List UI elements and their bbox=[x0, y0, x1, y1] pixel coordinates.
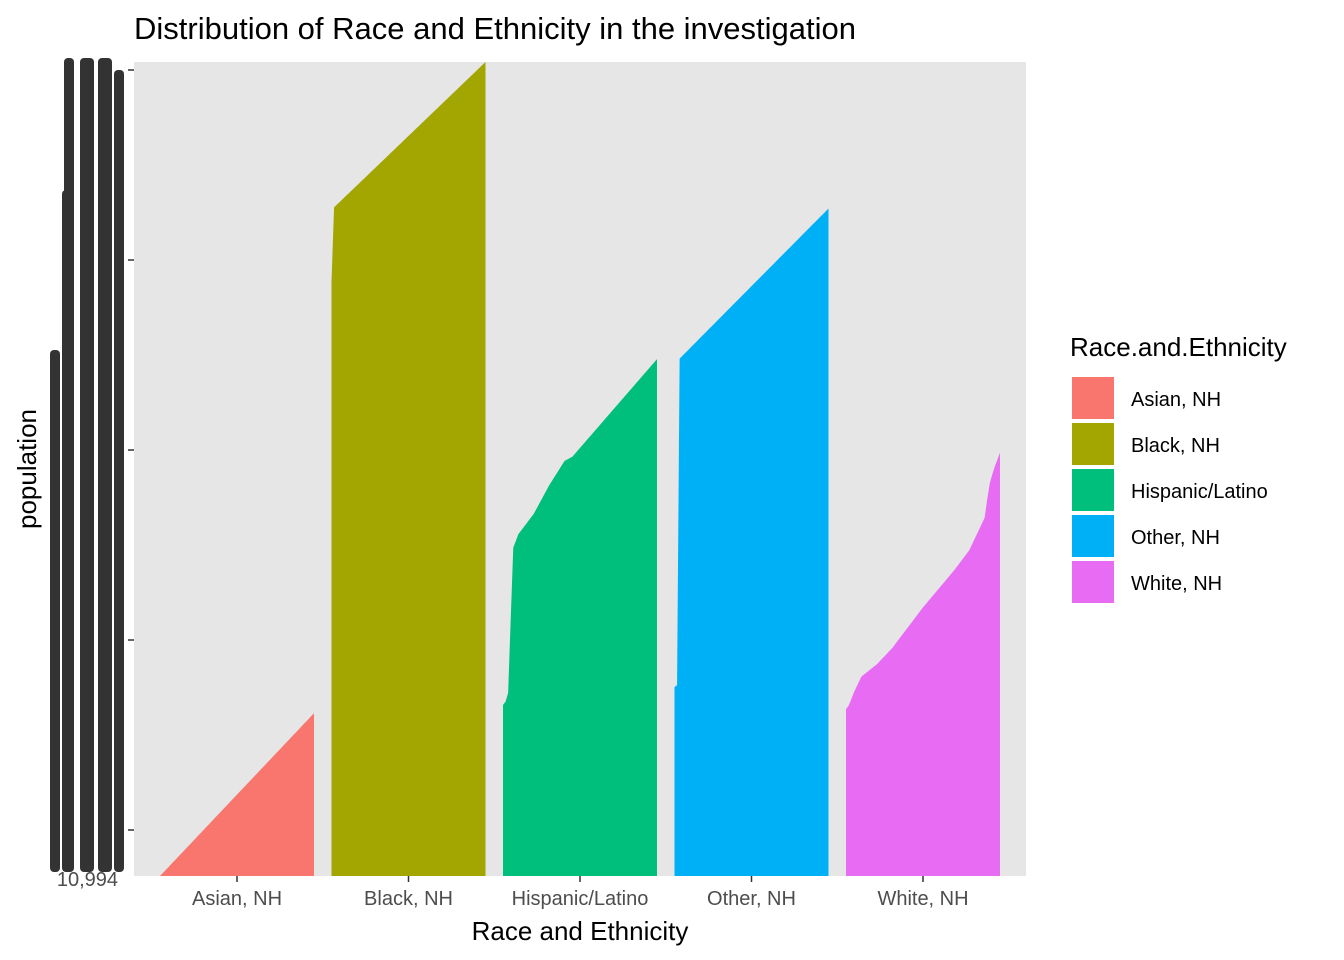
legend-swatch bbox=[1072, 469, 1114, 511]
x-tick-label: White, NH bbox=[877, 888, 968, 910]
y-axis-title: population bbox=[12, 409, 42, 529]
y-tick-label-overlap bbox=[98, 58, 112, 872]
x-axis: Asian, NH Black, NH Hispanic/Latino Other, … bbox=[192, 876, 969, 910]
y-tick-label-overlap bbox=[114, 70, 124, 872]
y-tick-label-overlap bbox=[50, 350, 60, 872]
bar-white-nh bbox=[846, 452, 1000, 876]
legend-label: White, NH bbox=[1131, 573, 1222, 595]
bar-black-nh bbox=[331, 62, 486, 876]
legend-swatch bbox=[1072, 515, 1114, 557]
chart-title: Distribution of Race and Ethnicity in th… bbox=[134, 11, 856, 46]
legend-label: Asian, NH bbox=[1131, 389, 1221, 411]
y-axis-tick-labels bbox=[50, 58, 134, 872]
legend-title: Race.and.Ethnicity bbox=[1070, 332, 1287, 362]
bars-group bbox=[160, 62, 1000, 876]
legend-swatch bbox=[1072, 561, 1114, 603]
legend-swatch bbox=[1072, 377, 1114, 419]
legend: Race.and.Ethnicity Asian, NH Black, NH His… bbox=[1070, 332, 1287, 603]
bar-hispanic-latino bbox=[503, 359, 657, 876]
y-tick-label-overlap bbox=[80, 58, 94, 872]
x-tick-label: Black, NH bbox=[364, 888, 453, 910]
legend-label: Hispanic/Latino bbox=[1131, 481, 1268, 503]
x-tick-label: Asian, NH bbox=[192, 888, 282, 910]
bar-asian-nh bbox=[160, 713, 314, 876]
legend-swatch bbox=[1072, 423, 1114, 465]
x-tick-label: Other, NH bbox=[707, 888, 796, 910]
y-tick-label-overlap bbox=[62, 190, 72, 872]
legend-label: Other, NH bbox=[1131, 527, 1220, 549]
legend-label: Black, NH bbox=[1131, 435, 1220, 457]
y-tick-label: 10,994 bbox=[57, 869, 118, 891]
x-tick-label: Hispanic/Latino bbox=[512, 888, 649, 910]
bar-other-nh bbox=[674, 208, 829, 876]
x-axis-title: Race and Ethnicity bbox=[472, 916, 689, 946]
